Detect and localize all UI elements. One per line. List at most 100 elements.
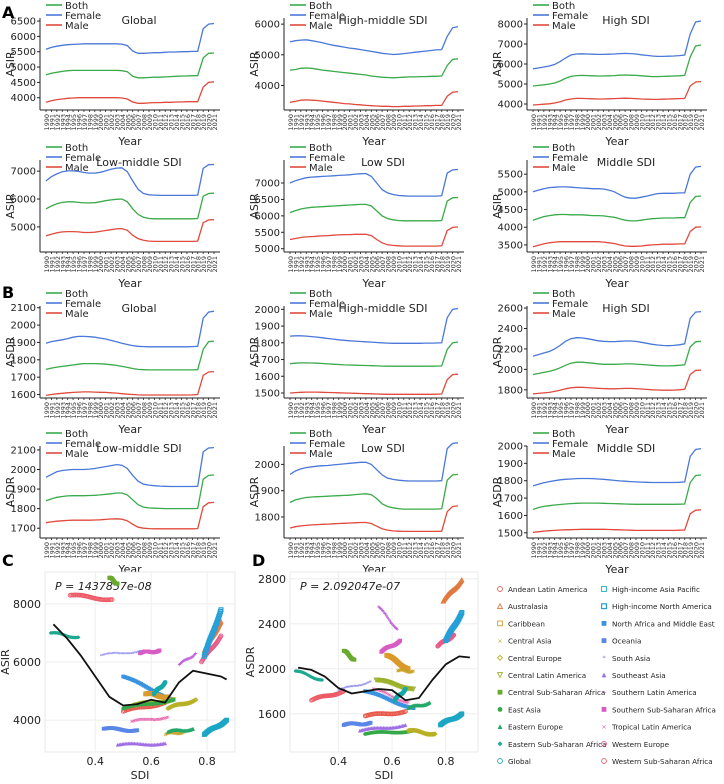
x-tick-label: 2002 [352,542,360,559]
x-tick-label: 2006 [130,402,138,419]
data-point: × [161,716,165,722]
x-tick-label: 1999 [336,114,344,131]
data-point [115,581,120,586]
x-axis-title: SDI [131,769,150,782]
series-line-both [289,473,459,510]
x-tick-label: 1994 [552,256,560,273]
x-tick-label: 2007 [622,114,630,131]
x-tick-label: 2006 [617,402,625,419]
x-tick-label: 2009 [390,542,398,559]
x-tick-label: 2000 [341,114,349,131]
series-line-male [532,509,702,534]
x-tick-label: 2018 [439,542,447,559]
x-axis-title: Year [117,423,142,436]
data-point: + [381,609,385,615]
x-tick-label: 1998 [573,256,581,273]
x-tick-label: 1996 [320,256,328,273]
x-tick-label: 1993 [303,542,311,559]
data-point: * [136,650,139,656]
data-point: + [378,606,382,612]
x-tick-label: 0.8 [198,755,216,768]
x-tick-label: 1991 [292,114,300,131]
data-point: × [404,700,408,706]
data-point [157,648,162,653]
region-legend: Andean Latin America Australasia Caribbean… [496,585,716,766]
x-tick-label: 1998 [86,402,94,419]
legend-label-male: Male [552,163,576,174]
x-tick-label: 2005 [124,402,132,419]
x-tick-label: 1995 [70,542,78,559]
data-point: × [386,692,390,698]
data-point: * [369,680,372,686]
x-tick-label: 1993 [59,542,67,559]
data-point: * [362,683,365,689]
x-tick-label: 2014 [173,256,181,273]
x-tick-label: 2019 [687,402,695,419]
legend-label-both: Both [552,143,575,154]
x-tick-label: 2006 [374,402,382,419]
x-tick-label: 2009 [146,402,154,419]
data-point: × [382,690,386,696]
scatter-panel-1: 0.4 0.6 0.8 4000 6000 8000 SDI ASIR P = 1437857e… [0,571,236,782]
x-tick-label: 2006 [374,256,382,273]
x-tick-label: 2006 [374,542,382,559]
scatter-panel-2: 0.4 0.6 0.8 1600 2000 2400 2800 SDI ASDR P = 2.09… [244,571,479,782]
data-point: * [100,654,103,660]
x-tick-label: 2009 [633,256,641,273]
legend-item-label: Southeast Asia [612,671,666,680]
line-panel-3: 4000 5000 6000 7000 8000 19901991199219931994… [491,1,707,148]
y-tick-label: 5000 [498,80,523,91]
x-tick-label: 1991 [535,114,543,131]
data-point: * [337,689,340,695]
x-tick-label: 1996 [563,402,571,419]
data-point: + [380,607,384,613]
legend-marker [601,621,607,626]
x-tick-label: 2012 [406,114,414,131]
data-point: * [121,652,124,658]
data-point: × [397,698,401,704]
data-point: + [180,659,184,665]
x-tick-label: 2021 [698,114,706,131]
data-point: + [395,627,399,633]
data-point: × [155,717,159,723]
x-tick-label: 1990 [43,542,51,559]
data-point: × [176,731,180,737]
x-tick-label: 1997 [568,256,576,273]
x-tick-label: 2018 [439,256,447,273]
data-point: + [193,652,197,658]
x-tick-label: 1997 [81,402,89,419]
data-point [403,686,408,692]
data-point [403,709,408,714]
x-tick-label: 2001 [347,542,355,559]
data-point: × [397,668,401,674]
x-tick-label: 1995 [314,114,322,131]
data-point: × [404,669,408,675]
x-tick-label: 1990 [530,542,538,559]
x-tick-label: 2009 [633,402,641,419]
x-tick-label: 1997 [568,402,576,419]
data-point: × [133,718,137,724]
data-point: × [409,670,413,676]
data-point: + [386,615,390,621]
x-tick-label: 2019 [687,542,695,559]
x-tick-label: 2021 [698,542,706,559]
y-tick-label: 2600 [498,304,523,315]
x-tick-label: 2000 [584,402,592,419]
x-tick-label: 2015 [422,542,430,559]
legend-label-both: Both [552,289,575,300]
data-point: × [181,730,185,736]
x-tick-label: 1996 [320,402,328,419]
data-point: × [174,731,178,737]
data-point [109,597,115,602]
series-line-male [289,226,459,247]
data-point: + [185,657,189,663]
data-point: × [401,668,405,674]
line-panel-2: 4000 5000 6000 1990199119921993199419951996… [248,1,464,148]
x-tick-label: 2020 [450,402,458,419]
x-tick-label: 1990 [43,114,51,131]
x-tick-label: 1997 [325,402,333,419]
data-point: + [387,617,391,623]
x-tick-label: 2015 [422,402,430,419]
series-line-male [45,370,215,397]
y-tick-label: 5000 [11,63,36,74]
